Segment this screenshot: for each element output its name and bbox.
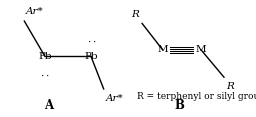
Text: R = terphenyl or silyl groups: R = terphenyl or silyl groups — [137, 92, 256, 101]
Text: $\cdot\cdot$: $\cdot\cdot$ — [40, 70, 50, 80]
Text: M: M — [157, 45, 168, 54]
Text: A: A — [44, 99, 53, 112]
Text: Ar*: Ar* — [106, 94, 124, 103]
Text: R: R — [227, 82, 234, 91]
Text: B: B — [174, 99, 184, 112]
Text: R: R — [132, 10, 140, 19]
Text: Pb: Pb — [38, 52, 52, 61]
Text: Pb: Pb — [84, 52, 98, 61]
Text: M: M — [196, 45, 206, 54]
Text: $\cdot\cdot$: $\cdot\cdot$ — [87, 36, 97, 46]
Text: Ar*: Ar* — [26, 7, 43, 16]
